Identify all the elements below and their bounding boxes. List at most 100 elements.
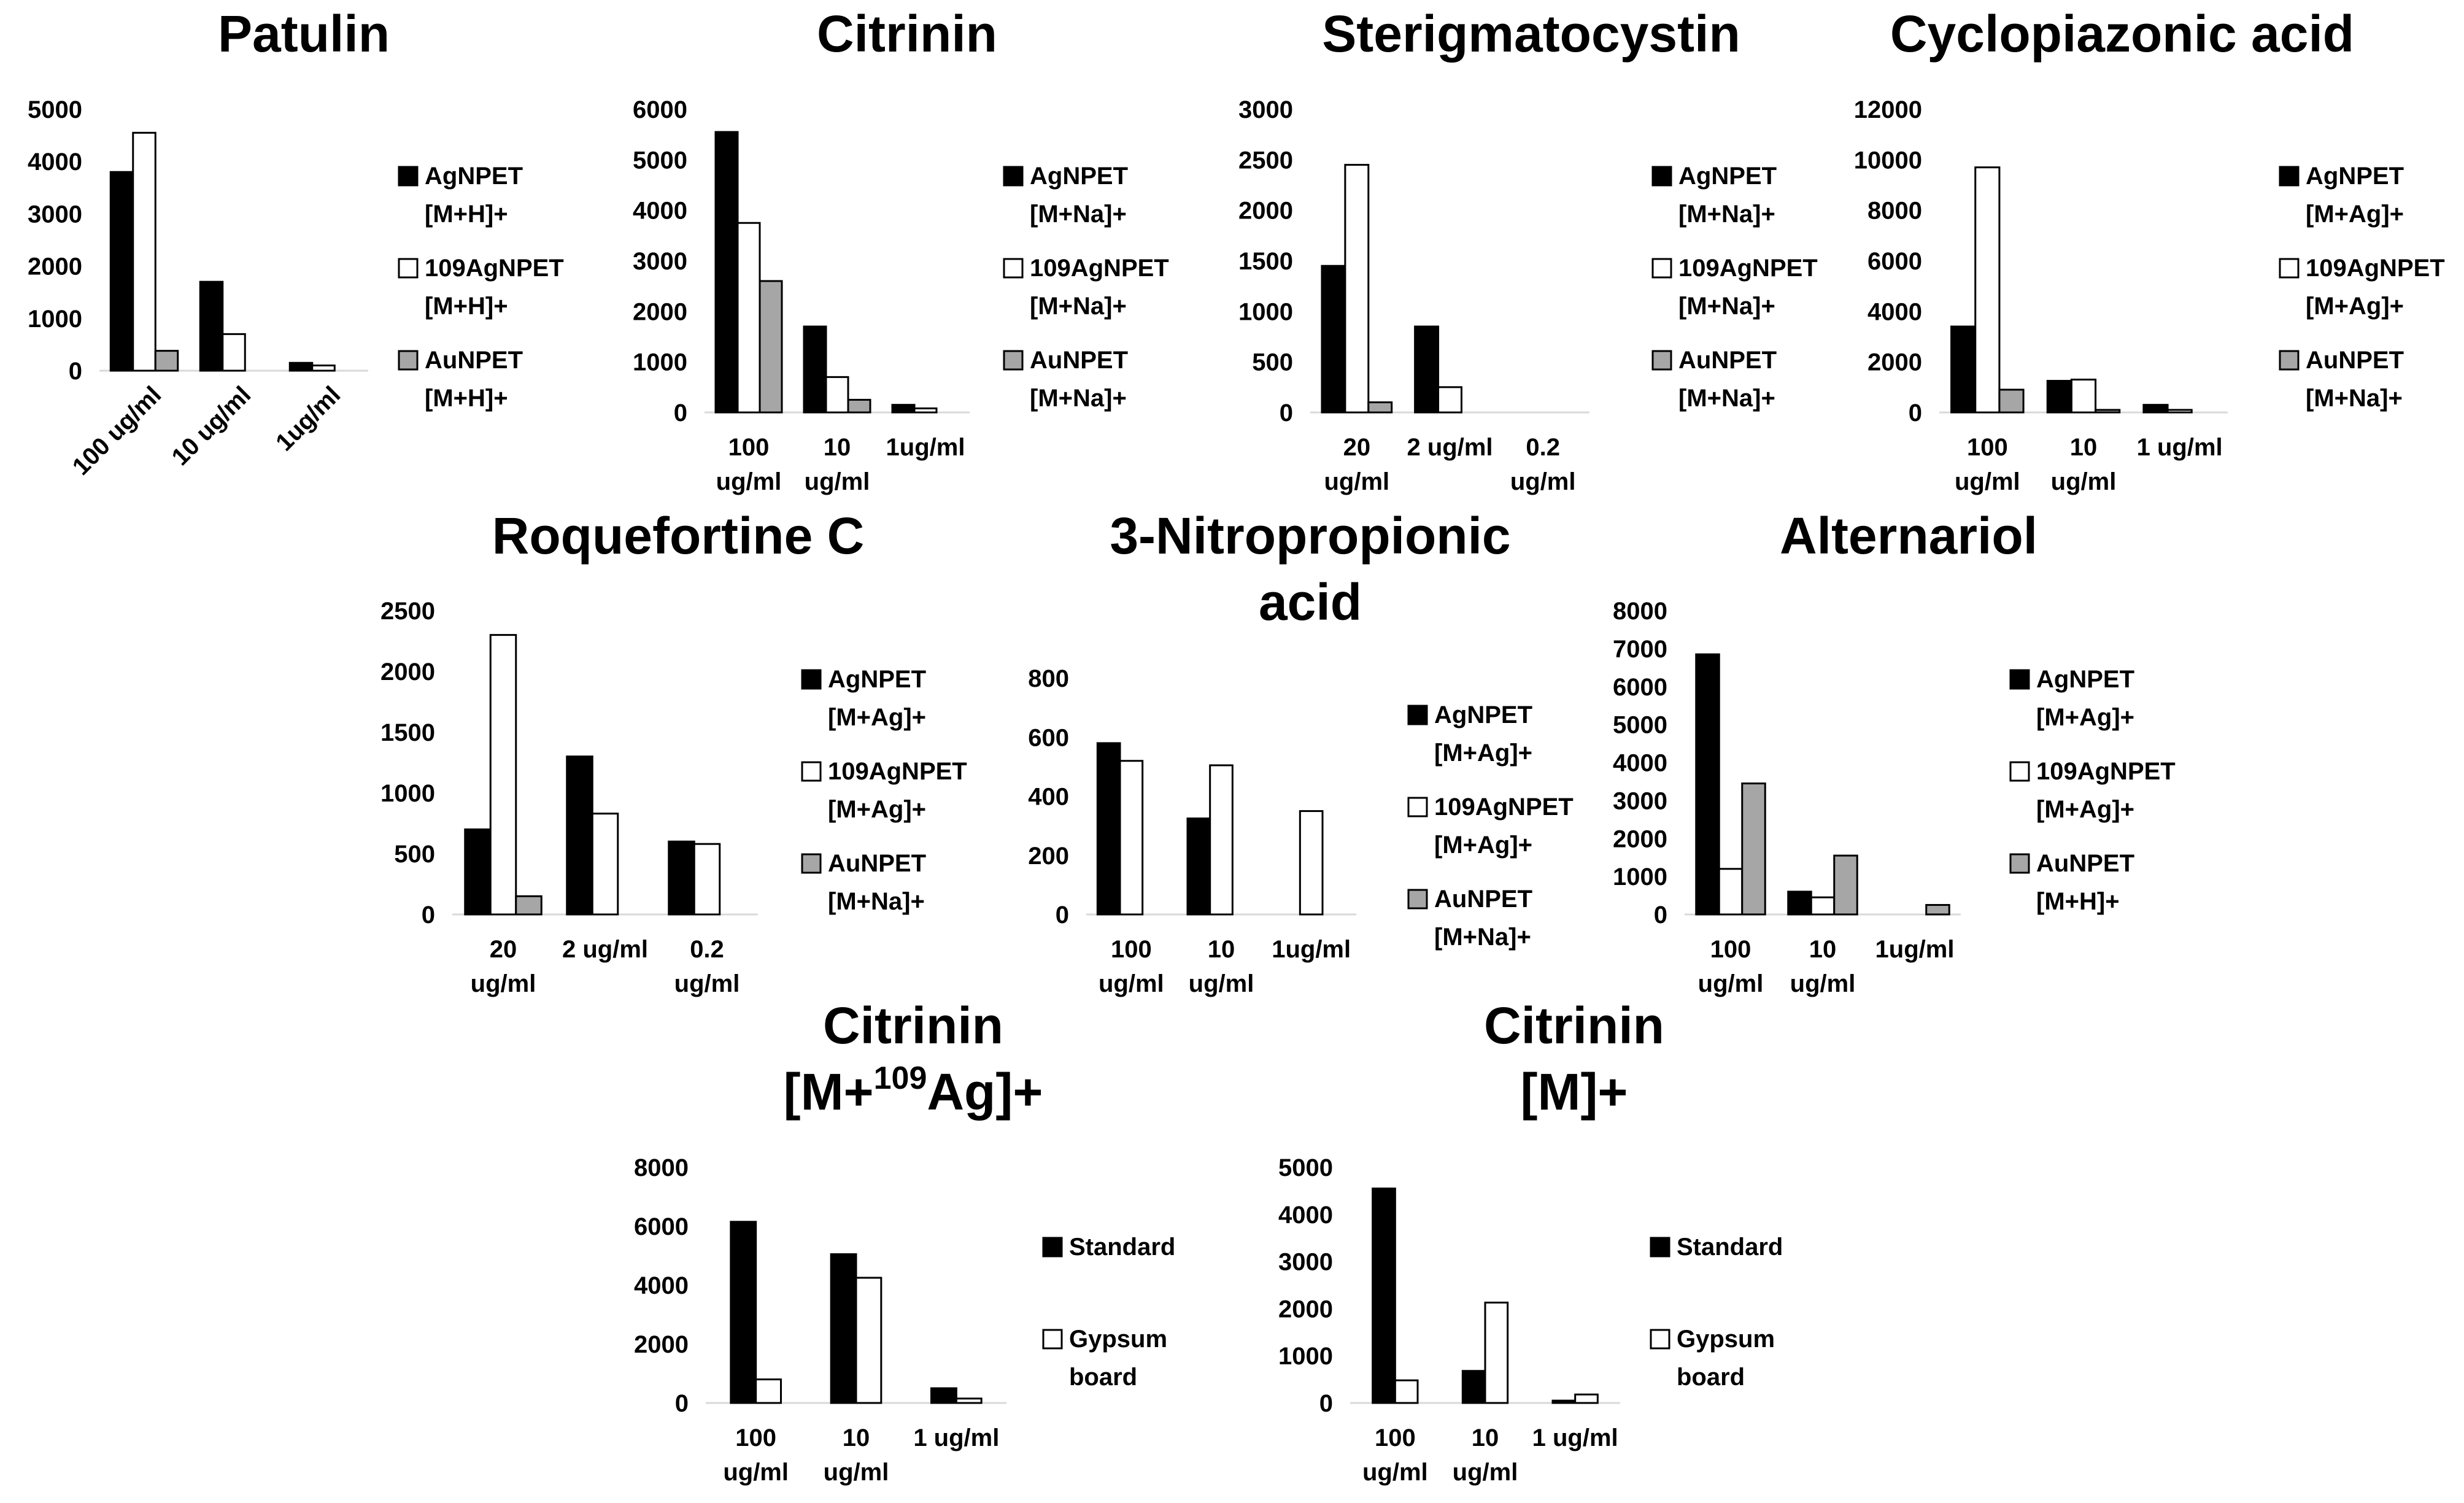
y-tick-label: 6000 — [1867, 248, 1922, 275]
bar — [2070, 378, 2097, 414]
y-tick-label: 4000 — [28, 149, 82, 176]
x-tick-label: 100 — [1375, 1424, 1416, 1451]
y-tick-label: 4000 — [633, 198, 687, 225]
legend-swatch — [1407, 797, 1428, 817]
chart-panel: Alternariol 0 1000 2000 3000 4000 5000 6000 7000… — [1613, 507, 2176, 997]
bar — [1998, 388, 2025, 414]
chart-panel: Roquefortine C 0 500 1000 1500 2000 2500 20 ug/m… — [380, 507, 967, 997]
chart-title: Alternariol — [1780, 507, 2037, 565]
bar — [1695, 653, 1720, 916]
bar — [1950, 325, 1977, 414]
bar — [566, 755, 593, 916]
bar — [109, 171, 134, 372]
legend-label: AuNPET — [2036, 850, 2134, 877]
bar — [1299, 810, 1324, 916]
y-tick-label: 1000 — [28, 306, 82, 333]
legend-label: 109AgNPET — [2306, 255, 2445, 282]
y-tick-label: 2000 — [633, 298, 687, 325]
x-tick-label: 100 — [735, 1424, 776, 1451]
legend-label: 109AgNPET — [425, 255, 564, 282]
x-tick-label: 100 — [728, 434, 770, 461]
legend-label: AgNPET — [425, 163, 523, 190]
y-tick-label: 0 — [69, 358, 82, 385]
x-tick-label: 100 — [1111, 936, 1152, 963]
x-tick-label: ug/ml — [1189, 970, 1254, 997]
legend-label: [M+Ag]+ — [2036, 704, 2134, 731]
bar — [1925, 904, 1950, 916]
x-tick-label: ug/ml — [1324, 468, 1389, 495]
legend-label: Gypsum — [1069, 1326, 1167, 1353]
bar — [222, 333, 246, 372]
legend-label: [M+Ag]+ — [2036, 796, 2134, 823]
legend-swatch — [1651, 166, 1672, 187]
bar — [1321, 265, 1346, 414]
legend-label: AuNPET — [2306, 347, 2404, 374]
bar — [288, 361, 314, 372]
y-tick-label: 4000 — [634, 1272, 689, 1299]
x-tick-label: 10 — [1472, 1424, 1499, 1451]
bar — [2095, 409, 2121, 414]
x-tick-label: 0.2 — [1526, 434, 1560, 461]
y-tick-label: 3000 — [633, 248, 687, 275]
legend-label: [M+Na]+ — [1678, 293, 1775, 320]
y-tick-label: 5000 — [1278, 1154, 1333, 1181]
legend-swatch — [1003, 258, 1024, 279]
y-tick-label: 2000 — [634, 1331, 689, 1358]
y-tick-label: 2000 — [1867, 349, 1922, 376]
chart-title: Citrinin — [823, 997, 1003, 1054]
bar — [1574, 1393, 1599, 1404]
legend-label: 109AgNPET — [1434, 794, 1574, 821]
y-tick-label: 800 — [1028, 665, 1069, 692]
y-tick-label: 0 — [422, 902, 435, 929]
legend-label: AuNPET — [828, 850, 926, 877]
chart-panel: Citrinin 0 1000 2000 3000 4000 5000 6000 100 ug/m… — [633, 5, 1169, 495]
x-tick-label: 1ug/ml — [886, 434, 965, 461]
y-tick-label: 2500 — [380, 598, 435, 625]
legend-label: AuNPET — [1030, 347, 1128, 374]
x-tick-label: 20 — [1343, 434, 1371, 461]
legend-swatch — [398, 350, 419, 371]
bar — [714, 131, 739, 414]
chart-title-line2: [M]+ — [1521, 1063, 1628, 1121]
bar — [1119, 760, 1144, 916]
y-tick-label: 1500 — [1238, 248, 1293, 275]
bar — [199, 280, 224, 372]
legend-swatch — [398, 258, 419, 279]
y-tick-label: 1000 — [1238, 298, 1293, 325]
legend-swatch — [1651, 350, 1672, 371]
y-tick-label: 2000 — [380, 659, 435, 686]
bar — [1209, 764, 1234, 916]
legend-label: [M+H]+ — [2036, 888, 2120, 915]
legend-label: [M+Ag]+ — [828, 796, 926, 823]
bar — [1414, 325, 1440, 414]
chart-title: Citrinin — [1484, 997, 1664, 1054]
x-tick-label: 100 ug/ml — [68, 381, 167, 481]
y-tick-label: 1000 — [1278, 1343, 1333, 1370]
legend-label: [M+Na]+ — [1434, 924, 1531, 951]
legend-label: AuNPET — [1434, 886, 1532, 913]
legend-label: board — [1069, 1364, 1137, 1391]
legend-swatch — [1650, 1329, 1670, 1350]
x-tick-label: ug/ml — [805, 468, 870, 495]
chart-title-line2: [M+109Ag]+ — [784, 1061, 1043, 1121]
x-tick-label: ug/ml — [674, 970, 740, 997]
chart-title: Roquefortine C — [492, 507, 865, 565]
y-tick-label: 0 — [1909, 400, 1922, 427]
legend-label: [M+Ag]+ — [1434, 740, 1532, 767]
legend-label: AgNPET — [828, 666, 926, 693]
y-tick-label: 500 — [1252, 349, 1293, 376]
legend-swatch — [1042, 1329, 1063, 1350]
legend-label: [M+Ag]+ — [2306, 201, 2404, 228]
bar — [154, 350, 179, 372]
legend-label: [M+Ag]+ — [828, 704, 926, 731]
bar — [1833, 854, 1858, 916]
x-tick-label: ug/ml — [1698, 970, 1764, 997]
bar — [132, 131, 156, 372]
y-tick-label: 0 — [674, 400, 687, 427]
x-tick-label: 0.2 — [690, 936, 724, 963]
bar — [830, 1253, 857, 1404]
bar — [755, 1378, 782, 1404]
bar — [1810, 896, 1836, 916]
y-tick-label: 5000 — [633, 147, 687, 174]
y-tick-label: 3000 — [28, 201, 82, 228]
